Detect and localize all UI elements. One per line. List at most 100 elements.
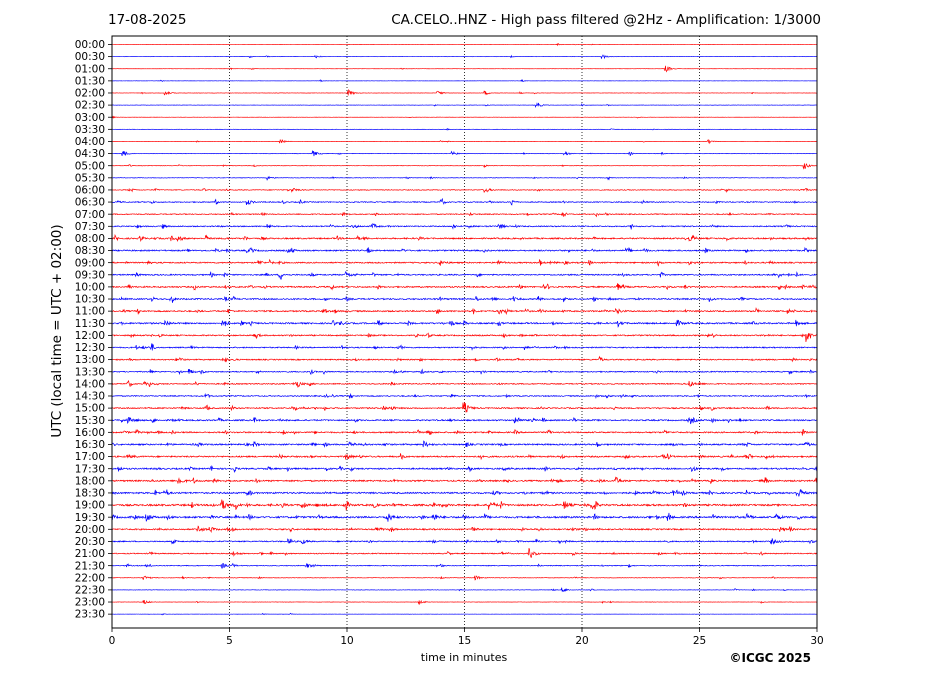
y-tick-label: 03:00 — [75, 112, 105, 124]
y-tick-label: 02:00 — [75, 88, 105, 100]
trace-2300 — [111, 599, 818, 606]
trace-0130 — [111, 79, 818, 83]
x-tick-label: 5 — [226, 635, 233, 647]
y-tick-label: 04:30 — [75, 148, 105, 160]
chart-date: 17-08-2025 — [108, 12, 187, 28]
y-tick-label: 09:00 — [75, 257, 105, 269]
y-tick-label: 11:30 — [75, 318, 105, 330]
y-tick-label: 03:30 — [75, 124, 105, 136]
trace-2330 — [111, 612, 818, 616]
y-tick-label: 06:30 — [75, 197, 105, 209]
trace-0200 — [111, 89, 818, 96]
y-tick-label: 19:30 — [75, 512, 105, 524]
y-tick-label: 07:00 — [75, 209, 105, 221]
chart-title: CA.CELO..HNZ - High pass filtered @2Hz -… — [391, 12, 821, 28]
trace-0300 — [111, 115, 818, 119]
trace-1230 — [111, 343, 818, 351]
y-tick-label: 17:00 — [75, 451, 105, 463]
trace-0030 — [111, 54, 817, 60]
trace-0900 — [111, 258, 818, 267]
y-tick-label: 08:00 — [75, 233, 105, 245]
trace-1330 — [111, 368, 818, 376]
y-tick-label: 17:30 — [75, 463, 105, 475]
y-tick-label: 01:00 — [75, 63, 105, 75]
trace-1530 — [111, 416, 818, 425]
y-tick-label: 21:00 — [75, 548, 105, 560]
y-tick-label: 14:30 — [75, 391, 105, 403]
y-tick-label: 22:30 — [75, 585, 105, 597]
x-tick-label: 10 — [340, 635, 353, 647]
trace-1730 — [111, 465, 818, 473]
trace-0800 — [111, 233, 818, 243]
y-tick-label: 07:30 — [75, 221, 105, 233]
trace-2230 — [111, 587, 818, 593]
y-tick-label: 11:00 — [75, 306, 105, 318]
trace-0730 — [111, 223, 818, 230]
x-tick-label: 15 — [458, 635, 471, 647]
trace-2030 — [111, 538, 818, 545]
trace-1400 — [111, 379, 818, 388]
y-tick-label: 00:00 — [75, 39, 105, 51]
copyright-notice: ©ICGC 2025 — [729, 651, 811, 665]
y-tick-label: 20:30 — [75, 536, 105, 548]
trace-1200 — [111, 332, 818, 343]
y-tick-label: 21:30 — [75, 560, 105, 572]
trace-0230 — [111, 102, 818, 108]
trace-2200 — [111, 575, 818, 581]
x-tick-label: 30 — [810, 635, 823, 647]
y-tick-label: 05:00 — [75, 160, 105, 172]
y-tick-label: 06:00 — [75, 185, 105, 197]
trace-1430 — [111, 392, 818, 400]
y-tick-label: 23:00 — [75, 597, 105, 609]
y-tick-label: 23:30 — [75, 609, 105, 621]
y-tick-label: 20:00 — [75, 524, 105, 536]
x-tick-label: 25 — [693, 635, 706, 647]
trace-1130 — [111, 319, 818, 328]
y-tick-label: 16:30 — [75, 439, 105, 451]
trace-1500 — [111, 402, 818, 413]
y-tick-label: 01:30 — [75, 75, 105, 87]
y-tick-label: 09:30 — [75, 269, 105, 281]
y-tick-label: 05:30 — [75, 172, 105, 184]
grid-lines — [229, 36, 700, 628]
trace-2100 — [111, 547, 818, 558]
trace-0330 — [111, 127, 818, 131]
x-axis-label: time in minutes — [420, 651, 508, 664]
y-tick-label: 08:30 — [75, 245, 105, 257]
y-tick-label: 13:30 — [75, 366, 105, 378]
trace-0630 — [111, 197, 818, 206]
trace-1300 — [111, 355, 818, 363]
trace-0430 — [111, 149, 818, 157]
trace-1630 — [111, 440, 818, 448]
y-tick-label: 10:00 — [75, 282, 105, 294]
y-tick-label: 18:30 — [75, 488, 105, 500]
y-tick-label: 15:30 — [75, 415, 105, 427]
trace-2000 — [111, 525, 818, 534]
trace-0600 — [111, 187, 818, 193]
trace-0530 — [111, 175, 818, 181]
y-tick-label: 22:00 — [75, 572, 105, 584]
y-tick-label: 16:00 — [75, 427, 105, 439]
y-tick-label: 14:00 — [75, 378, 105, 390]
y-tick-label: 19:00 — [75, 500, 105, 512]
y-tick-label: 12:30 — [75, 342, 105, 354]
trace-2130 — [111, 562, 818, 569]
trace-1930 — [111, 512, 818, 522]
trace-1000 — [111, 283, 818, 291]
trace-1830 — [111, 489, 818, 497]
x-tick-label: 20 — [575, 635, 588, 647]
trace-0500 — [111, 163, 818, 170]
y-tick-label: 12:00 — [75, 330, 105, 342]
trace-0000 — [111, 43, 818, 47]
x-tick-label: 0 — [109, 635, 116, 647]
trace-1030 — [111, 295, 818, 303]
trace-1800 — [111, 476, 818, 485]
trace-0700 — [111, 211, 818, 218]
y-tick-label: 13:00 — [75, 354, 105, 366]
trace-1600 — [111, 429, 818, 436]
y-tick-label: 02:30 — [75, 100, 105, 112]
y-tick-label: 04:00 — [75, 136, 105, 148]
trace-1700 — [111, 453, 818, 461]
trace-0100 — [112, 65, 818, 73]
trace-0830 — [111, 246, 818, 254]
